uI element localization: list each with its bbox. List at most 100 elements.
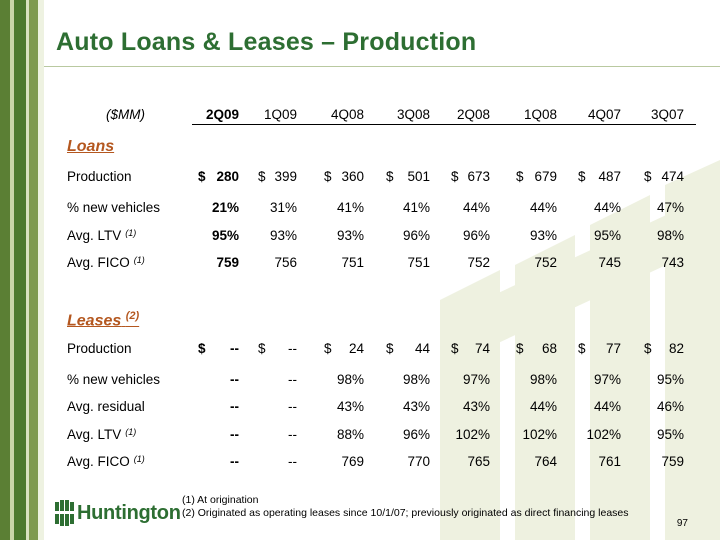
- table-cell: 360: [341, 169, 364, 184]
- page-title: Auto Loans & Leases – Production: [56, 28, 477, 56]
- table-cell: 41%: [336, 200, 364, 215]
- leases-heading-footnote: (2): [125, 310, 140, 322]
- table-cell: 280: [216, 169, 239, 184]
- currency-symbol: $: [644, 341, 652, 356]
- title-divider: [44, 66, 720, 67]
- table-cell: 673: [467, 169, 490, 184]
- currency-symbol: $: [258, 341, 266, 356]
- row-footnote-marker: (1): [133, 255, 145, 265]
- table-cell: 97%: [462, 372, 490, 387]
- header-underline: [192, 124, 696, 125]
- currency-symbol: $: [516, 341, 524, 356]
- currency-symbol: $: [578, 169, 586, 184]
- table-cell: 93%: [529, 228, 557, 243]
- table-cell: 764: [534, 454, 557, 469]
- table-cell: 759: [216, 255, 239, 270]
- table-cell: 77: [605, 341, 621, 356]
- table-cell: 43%: [336, 399, 364, 414]
- table-cell: 93%: [336, 228, 364, 243]
- currency-symbol: $: [324, 341, 332, 356]
- column-header: 1Q09: [263, 107, 297, 122]
- table-cell: 93%: [269, 228, 297, 243]
- table-cell: 756: [274, 255, 297, 270]
- table-cell: 95%: [211, 228, 239, 243]
- table-cell: 43%: [402, 399, 430, 414]
- table-cell: 96%: [462, 228, 490, 243]
- currency-symbol: $: [198, 169, 206, 184]
- table-cell: 743: [661, 255, 684, 270]
- currency-symbol: $: [198, 341, 206, 356]
- row-label: Production: [67, 341, 132, 356]
- table-cell: 43%: [462, 399, 490, 414]
- footnote-2: (2) Originated as operating leases since…: [182, 507, 629, 519]
- leases-section-heading: Leases (2): [67, 310, 139, 330]
- row-label-text: % new vehicles: [67, 372, 161, 387]
- row-label-text: Avg. FICO: [67, 454, 130, 469]
- table-cell: 102%: [586, 427, 621, 442]
- table-cell: 765: [467, 454, 490, 469]
- left-stripe-decoration: [0, 0, 44, 540]
- table-cell: 98%: [656, 228, 684, 243]
- table-cell: 98%: [402, 372, 430, 387]
- table-cell: --: [288, 427, 297, 442]
- currency-symbol: $: [516, 169, 524, 184]
- table-cell: --: [230, 399, 239, 414]
- footnote-1: (1) At origination: [182, 494, 259, 506]
- table-cell: --: [230, 341, 239, 356]
- logo-text: Huntington: [77, 502, 181, 524]
- table-cell: --: [230, 372, 239, 387]
- row-footnote-marker: (1): [125, 228, 137, 238]
- table-cell: 761: [598, 454, 621, 469]
- currency-symbol: $: [451, 341, 459, 356]
- table-cell: 95%: [656, 427, 684, 442]
- row-label-text: Avg. LTV: [67, 427, 122, 442]
- column-header: 2Q08: [456, 107, 490, 122]
- currency-symbol: $: [451, 169, 459, 184]
- table-cell: 68: [541, 341, 557, 356]
- table-cell: 769: [341, 454, 364, 469]
- table-cell: 21%: [211, 200, 239, 215]
- row-label: Avg. LTV (1): [67, 427, 136, 442]
- table-cell: --: [288, 341, 297, 356]
- table-cell: 752: [467, 255, 490, 270]
- column-header: 4Q07: [587, 107, 621, 122]
- column-header: 3Q08: [396, 107, 430, 122]
- table-cell: --: [230, 427, 239, 442]
- table-cell: 487: [598, 169, 621, 184]
- column-header: 4Q08: [330, 107, 364, 122]
- table-cell: 24: [348, 341, 364, 356]
- currency-symbol: $: [386, 169, 394, 184]
- row-label-text: % new vehicles: [67, 200, 161, 215]
- table-cell: 44%: [593, 200, 621, 215]
- table-cell: 752: [534, 255, 557, 270]
- table-cell: --: [230, 454, 239, 469]
- table-cell: 82: [668, 341, 684, 356]
- column-header: 2Q09: [205, 107, 239, 122]
- table-cell: 745: [598, 255, 621, 270]
- leases-heading-text: Leases: [67, 312, 122, 330]
- row-label: % new vehicles: [67, 200, 160, 215]
- table-cell: 96%: [402, 427, 430, 442]
- table-cell: 44%: [529, 200, 557, 215]
- currency-symbol: $: [644, 169, 652, 184]
- row-label-text: Avg. residual: [67, 399, 145, 414]
- table-cell: 41%: [402, 200, 430, 215]
- column-header: 3Q07: [650, 107, 684, 122]
- table-cell: 679: [534, 169, 557, 184]
- table-cell: 95%: [656, 372, 684, 387]
- table-cell: 501: [407, 169, 430, 184]
- table-cell: 96%: [402, 228, 430, 243]
- table-cell: 102%: [455, 427, 490, 442]
- table-cell: 46%: [656, 399, 684, 414]
- row-label: % new vehicles: [67, 372, 160, 387]
- currency-symbol: $: [324, 169, 332, 184]
- loans-heading-text: Loans: [67, 138, 115, 155]
- table-cell: --: [288, 399, 297, 414]
- table-cell: 97%: [593, 372, 621, 387]
- table-cell: 31%: [269, 200, 297, 215]
- table-cell: 759: [661, 454, 684, 469]
- table-cell: 44%: [593, 399, 621, 414]
- column-header: 1Q08: [523, 107, 557, 122]
- table-cell: 44: [414, 341, 430, 356]
